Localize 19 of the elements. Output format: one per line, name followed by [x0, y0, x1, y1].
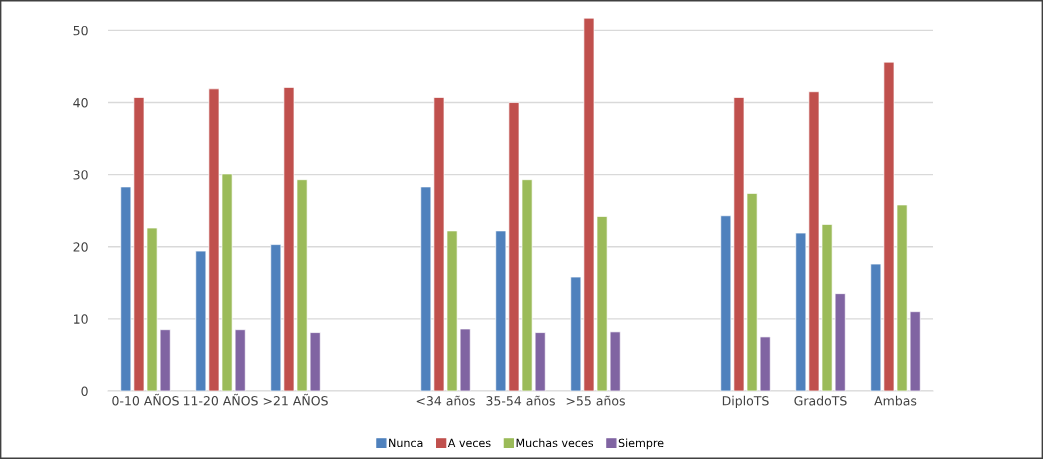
x-tick-label: <34 años — [416, 395, 475, 406]
legend-label: A veces — [447, 438, 491, 448]
legend-label: Nunca — [389, 438, 423, 448]
x-tick-label: 11-20 AÑOS — [183, 393, 258, 406]
x-tick-label: Ambas — [874, 395, 917, 406]
x-tick-label: >21 AÑOS — [263, 393, 328, 406]
y-tick-label: 0 — [81, 386, 88, 396]
y-tick-label: 30 — [73, 170, 88, 180]
y-tick-label: 50 — [73, 25, 88, 36]
legend-label: Siempre — [618, 438, 664, 450]
x-tick-label: 0-10 AÑOS — [112, 393, 179, 406]
x-tick-label: DiploTS — [722, 395, 769, 408]
x-tick-label: GradoTS — [794, 395, 847, 406]
y-tick-label: 40 — [73, 98, 88, 108]
y-tick-label: 20 — [73, 242, 88, 252]
legend-label: Muchas veces — [516, 438, 594, 448]
y-tick-label: 10 — [74, 314, 88, 324]
x-tick-label: >55 años — [566, 395, 625, 406]
x-tick-label: 35-54 años — [486, 395, 555, 406]
